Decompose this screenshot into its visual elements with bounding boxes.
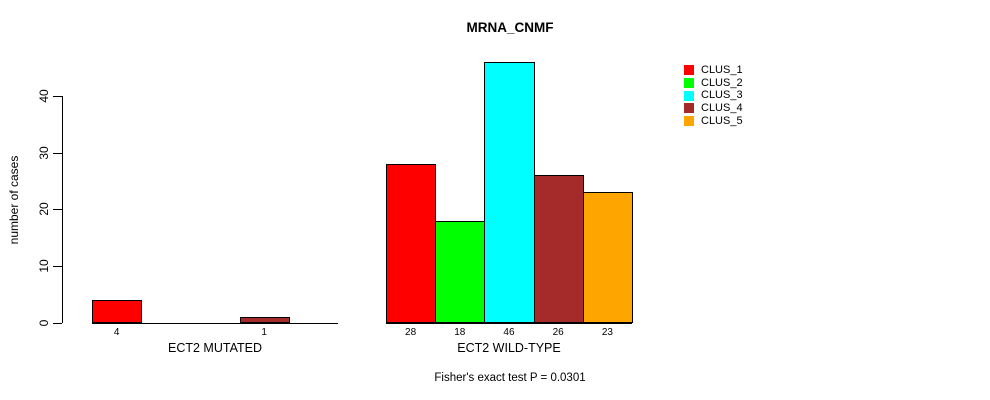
- annotation-text: Fisher's exact test P = 0.0301: [434, 372, 586, 384]
- legend-item: CLUS_4: [684, 102, 743, 115]
- bar-value-label: 4: [113, 327, 120, 338]
- legend-swatch-clus_5: [684, 116, 694, 127]
- bar-clus_2: [435, 220, 486, 323]
- y-axis-line: [62, 95, 63, 323]
- legend-swatch-clus_3: [684, 90, 694, 101]
- chart-title: MRNA_CNMF: [466, 20, 554, 35]
- legend-swatch-clus_1: [684, 65, 694, 76]
- y-axis-tick: [53, 152, 62, 154]
- y-axis-tick: [53, 323, 62, 324]
- legend-swatch-clus_2: [684, 78, 694, 89]
- y-axis-tick-label: 0: [37, 319, 51, 327]
- group-label: ECT2 WILD-TYPE: [457, 341, 561, 355]
- legend-label: CLUS_4: [701, 102, 743, 115]
- y-axis-tick-label: 10: [37, 259, 51, 273]
- legend-swatch-clus_4: [684, 103, 694, 114]
- legend-item: CLUS_5: [684, 115, 743, 128]
- legend-item: CLUS_3: [684, 89, 743, 102]
- legend-label: CLUS_5: [701, 114, 743, 127]
- group-label: ECT2 MUTATED: [168, 341, 262, 355]
- y-axis-tick: [53, 209, 62, 211]
- y-axis-tick-label: 30: [37, 145, 51, 160]
- bar-clus_4: [239, 317, 290, 323]
- bar-value-label: 28: [405, 327, 417, 338]
- bar-clus_1: [92, 300, 143, 323]
- legend-item: CLUS_1: [684, 64, 743, 77]
- y-axis-tick-label: 40: [37, 89, 51, 103]
- legend-label: CLUS_3: [701, 89, 743, 102]
- y-axis-tick: [53, 266, 62, 268]
- legend-label: CLUS_2: [701, 76, 743, 89]
- bar-value-label: 23: [601, 327, 613, 338]
- legend: CLUS_1 CLUS_2 CLUS_3 CLUS_4 CLUS_5: [684, 64, 743, 127]
- bar-clus_1: [386, 163, 437, 323]
- bar-clus_4: [533, 175, 584, 323]
- bar-value-label: 18: [454, 327, 466, 338]
- legend-label: CLUS_1: [701, 64, 743, 76]
- y-axis-tick-label: 20: [37, 202, 51, 217]
- legend-item: CLUS_2: [684, 77, 743, 90]
- x-axis-baseline: [386, 323, 632, 324]
- y-axis-label: number of cases: [7, 155, 21, 245]
- bar-value-label: 46: [503, 327, 515, 338]
- bar-clus_5: [582, 192, 633, 323]
- bar-value-label: 26: [552, 327, 564, 338]
- y-axis-tick: [53, 95, 62, 97]
- bar-value-label: 1: [261, 327, 267, 338]
- x-axis-baseline: [92, 323, 338, 324]
- bar-clus_3: [484, 61, 535, 323]
